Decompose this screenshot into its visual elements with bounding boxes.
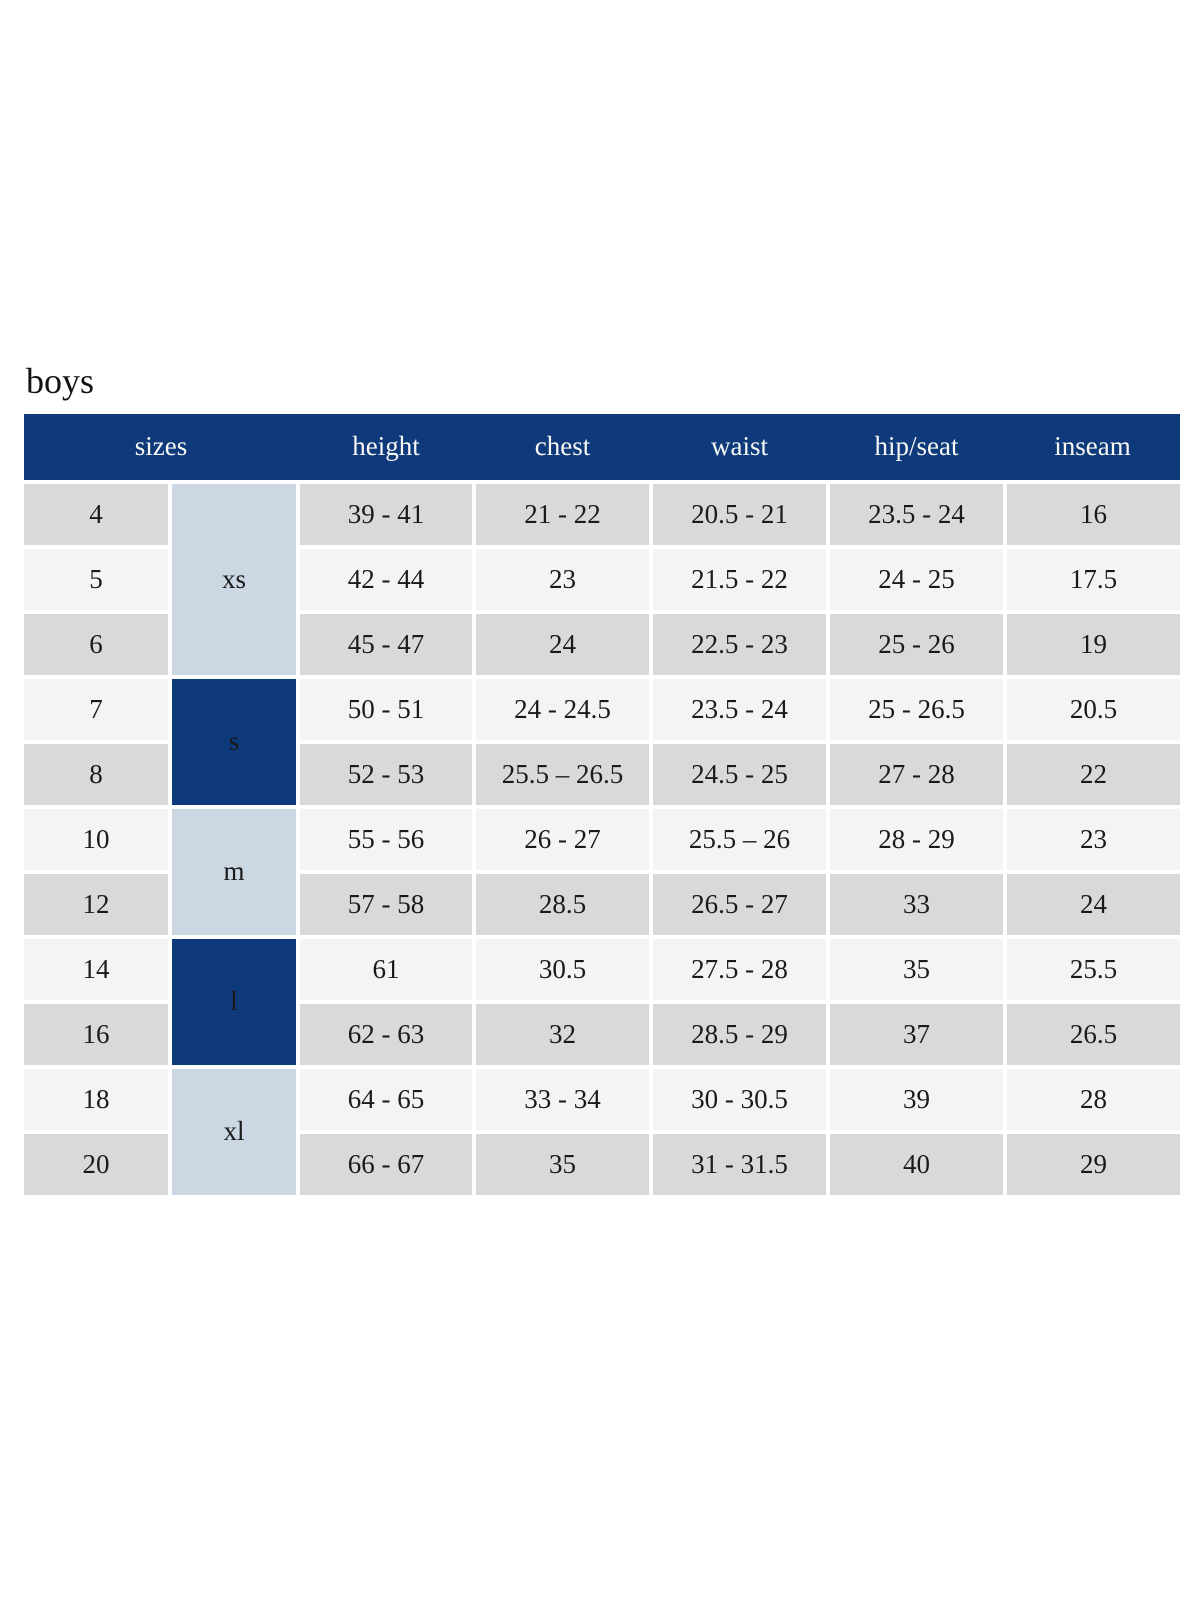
height-cell: 42 - 44: [296, 544, 475, 612]
waist-cell: 22.5 - 23: [649, 609, 829, 677]
table-row: 18 xl 64 - 65 33 - 34 30 - 30.5 39 28: [24, 1064, 1181, 1195]
table-row: 8 52 - 53 25.5 – 26.5 24.5 - 25 27 - 28 22: [24, 739, 1181, 807]
column-header-chest: chest: [474, 413, 652, 482]
waist-cell: 24.5 - 25: [649, 739, 829, 807]
table-row: 10 m 55 - 56 26 - 27 25.5 – 26 28 - 29 23: [24, 804, 1181, 937]
chest-cell: 33 - 34: [472, 1064, 652, 1132]
column-header-inseam: inseam: [1005, 413, 1181, 482]
chest-cell: 23: [472, 544, 652, 612]
inseam-cell: 26.5: [1003, 999, 1181, 1067]
chest-cell: 26 - 27: [472, 804, 652, 872]
table-body: 4 xs 39 - 41 21 - 22 20.5 - 21 23.5 - 24 16 5 42…: [24, 479, 1181, 1195]
waist-cell: 27.5 - 28: [649, 934, 829, 1002]
hip-seat-cell: 37: [826, 999, 1006, 1067]
table-row: 14 l 61 30.5 27.5 - 28 35 25.5: [24, 934, 1181, 1067]
table-header: sizes height chest waist hip/seat inseam: [24, 413, 1181, 482]
height-cell: 62 - 63: [296, 999, 475, 1067]
chest-cell: 30.5: [472, 934, 652, 1002]
chest-cell: 28.5: [472, 869, 652, 937]
column-header-height: height: [298, 413, 475, 482]
chest-cell: 24: [472, 609, 652, 677]
height-cell: 57 - 58: [296, 869, 475, 937]
inseam-cell: 19: [1003, 609, 1181, 677]
table-row: 4 xs 39 - 41 21 - 22 20.5 - 21 23.5 - 24 16: [24, 479, 1181, 677]
height-cell: 64 - 65: [296, 1064, 475, 1132]
inseam-cell: 29: [1003, 1129, 1181, 1195]
height-cell: 45 - 47: [296, 609, 475, 677]
header-row: sizes height chest waist hip/seat inseam: [24, 413, 1181, 482]
inseam-cell: 28: [1003, 1064, 1181, 1132]
size-group-cell: l: [167, 934, 299, 1067]
size-cell: 12: [24, 869, 170, 937]
inseam-cell: 22: [1003, 739, 1181, 807]
table-row: 7 s 50 - 51 24 - 24.5 23.5 - 24 25 - 26.5 20.5: [24, 674, 1181, 807]
height-cell: 50 - 51: [296, 674, 475, 742]
hip-seat-cell: 39: [826, 1064, 1006, 1132]
size-cell: 5: [24, 544, 170, 612]
size-cell: 16: [24, 999, 170, 1067]
waist-cell: 23.5 - 24: [649, 674, 829, 742]
inseam-cell: 16: [1003, 479, 1181, 547]
table-row: 12 57 - 58 28.5 26.5 - 27 33 24: [24, 869, 1181, 937]
size-group-cell: m: [167, 804, 299, 937]
height-cell: 39 - 41: [296, 479, 475, 547]
waist-cell: 21.5 - 22: [649, 544, 829, 612]
height-cell: 52 - 53: [296, 739, 475, 807]
hip-seat-cell: 40: [826, 1129, 1006, 1195]
chest-cell: 21 - 22: [472, 479, 652, 547]
height-cell: 66 - 67: [296, 1129, 475, 1195]
hip-seat-cell: 27 - 28: [826, 739, 1006, 807]
hip-seat-cell: 25 - 26.5: [826, 674, 1006, 742]
chest-cell: 35: [472, 1129, 652, 1195]
waist-cell: 26.5 - 27: [649, 869, 829, 937]
size-cell: 4: [24, 479, 170, 547]
waist-cell: 31 - 31.5: [649, 1129, 829, 1195]
height-cell: 55 - 56: [296, 804, 475, 872]
size-group-cell: xs: [167, 479, 299, 677]
table-row: 6 45 - 47 24 22.5 - 23 25 - 26 19: [24, 609, 1181, 677]
size-group-cell: xl: [167, 1064, 299, 1195]
column-header-hip-seat: hip/seat: [828, 413, 1006, 482]
inseam-cell: 20.5: [1003, 674, 1181, 742]
size-cell: 18: [24, 1064, 170, 1132]
chest-cell: 32: [472, 999, 652, 1067]
chest-cell: 25.5 – 26.5: [472, 739, 652, 807]
table-row: 5 42 - 44 23 21.5 - 22 24 - 25 17.5: [24, 544, 1181, 612]
waist-cell: 20.5 - 21: [649, 479, 829, 547]
size-cell: 20: [24, 1129, 170, 1195]
waist-cell: 30 - 30.5: [649, 1064, 829, 1132]
hip-seat-cell: 23.5 - 24: [826, 479, 1006, 547]
inseam-cell: 24: [1003, 869, 1181, 937]
size-cell: 6: [24, 609, 170, 677]
size-cell: 14: [24, 934, 170, 1002]
waist-cell: 25.5 – 26: [649, 804, 829, 872]
column-header-waist: waist: [651, 413, 829, 482]
size-cell: 7: [24, 674, 170, 742]
hip-seat-cell: 35: [826, 934, 1006, 1002]
page-title: boys: [26, 361, 95, 401]
table-row: 20 66 - 67 35 31 - 31.5 40 29: [24, 1129, 1181, 1195]
hip-seat-cell: 33: [826, 869, 1006, 937]
inseam-cell: 23: [1003, 804, 1181, 872]
size-chart-section: boys sizes height chest waist hip/seat i…: [24, 361, 1181, 1195]
inseam-cell: 17.5: [1003, 544, 1181, 612]
boys-size-chart-table: sizes height chest waist hip/seat inseam…: [24, 413, 1181, 1195]
chest-cell: 24 - 24.5: [472, 674, 652, 742]
height-cell: 61: [296, 934, 475, 1002]
hip-seat-cell: 25 - 26: [826, 609, 1006, 677]
hip-seat-cell: 24 - 25: [826, 544, 1006, 612]
hip-seat-cell: 28 - 29: [826, 804, 1006, 872]
inseam-cell: 25.5: [1003, 934, 1181, 1002]
column-header-sizes: sizes: [24, 413, 299, 482]
size-cell: 8: [24, 739, 170, 807]
table-row: 16 62 - 63 32 28.5 - 29 37 26.5: [24, 999, 1181, 1067]
size-cell: 10: [24, 804, 170, 872]
size-group-cell: s: [167, 674, 299, 807]
waist-cell: 28.5 - 29: [649, 999, 829, 1067]
